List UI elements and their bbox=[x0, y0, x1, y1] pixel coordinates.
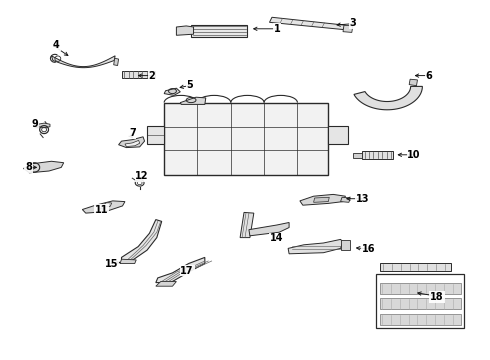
Polygon shape bbox=[270, 17, 345, 30]
Text: 1: 1 bbox=[273, 24, 280, 34]
Text: 13: 13 bbox=[356, 194, 369, 204]
Polygon shape bbox=[353, 153, 362, 158]
Polygon shape bbox=[114, 58, 119, 66]
Polygon shape bbox=[191, 25, 247, 37]
Polygon shape bbox=[240, 212, 254, 238]
Polygon shape bbox=[51, 56, 115, 68]
Polygon shape bbox=[328, 126, 348, 144]
Polygon shape bbox=[156, 282, 176, 286]
Text: 4: 4 bbox=[53, 40, 60, 50]
Polygon shape bbox=[362, 151, 393, 159]
Polygon shape bbox=[354, 86, 422, 110]
Polygon shape bbox=[380, 314, 461, 325]
Polygon shape bbox=[24, 161, 64, 173]
Text: 15: 15 bbox=[105, 258, 119, 269]
Text: 18: 18 bbox=[430, 292, 444, 302]
Polygon shape bbox=[104, 202, 112, 207]
Text: 11: 11 bbox=[95, 204, 108, 215]
Polygon shape bbox=[343, 25, 353, 32]
Polygon shape bbox=[288, 239, 343, 254]
Polygon shape bbox=[180, 97, 206, 104]
Polygon shape bbox=[164, 103, 328, 175]
Polygon shape bbox=[176, 26, 194, 35]
Text: 17: 17 bbox=[180, 266, 194, 276]
Text: 16: 16 bbox=[362, 244, 375, 254]
Polygon shape bbox=[82, 201, 125, 213]
Polygon shape bbox=[125, 140, 140, 147]
Polygon shape bbox=[122, 71, 155, 78]
Text: 7: 7 bbox=[129, 128, 136, 138]
Text: 12: 12 bbox=[135, 171, 149, 181]
Text: 3: 3 bbox=[349, 18, 356, 28]
Text: 14: 14 bbox=[270, 233, 284, 243]
Bar bbox=[376, 274, 464, 328]
Polygon shape bbox=[156, 257, 205, 283]
Polygon shape bbox=[119, 137, 145, 148]
Polygon shape bbox=[314, 197, 329, 202]
Polygon shape bbox=[122, 220, 162, 261]
Text: 6: 6 bbox=[425, 71, 432, 81]
Text: 5: 5 bbox=[187, 80, 194, 90]
Polygon shape bbox=[300, 194, 345, 205]
Polygon shape bbox=[249, 222, 289, 236]
Polygon shape bbox=[147, 126, 164, 144]
Text: 10: 10 bbox=[407, 150, 421, 160]
Polygon shape bbox=[409, 79, 417, 86]
Polygon shape bbox=[120, 259, 136, 264]
Text: 2: 2 bbox=[148, 71, 155, 81]
Text: 9: 9 bbox=[32, 119, 39, 129]
Polygon shape bbox=[380, 263, 451, 271]
Polygon shape bbox=[380, 283, 461, 294]
Polygon shape bbox=[341, 240, 350, 250]
Polygon shape bbox=[341, 197, 350, 202]
Text: 8: 8 bbox=[25, 162, 32, 172]
Polygon shape bbox=[380, 298, 461, 309]
Polygon shape bbox=[164, 88, 180, 95]
Polygon shape bbox=[38, 123, 50, 128]
